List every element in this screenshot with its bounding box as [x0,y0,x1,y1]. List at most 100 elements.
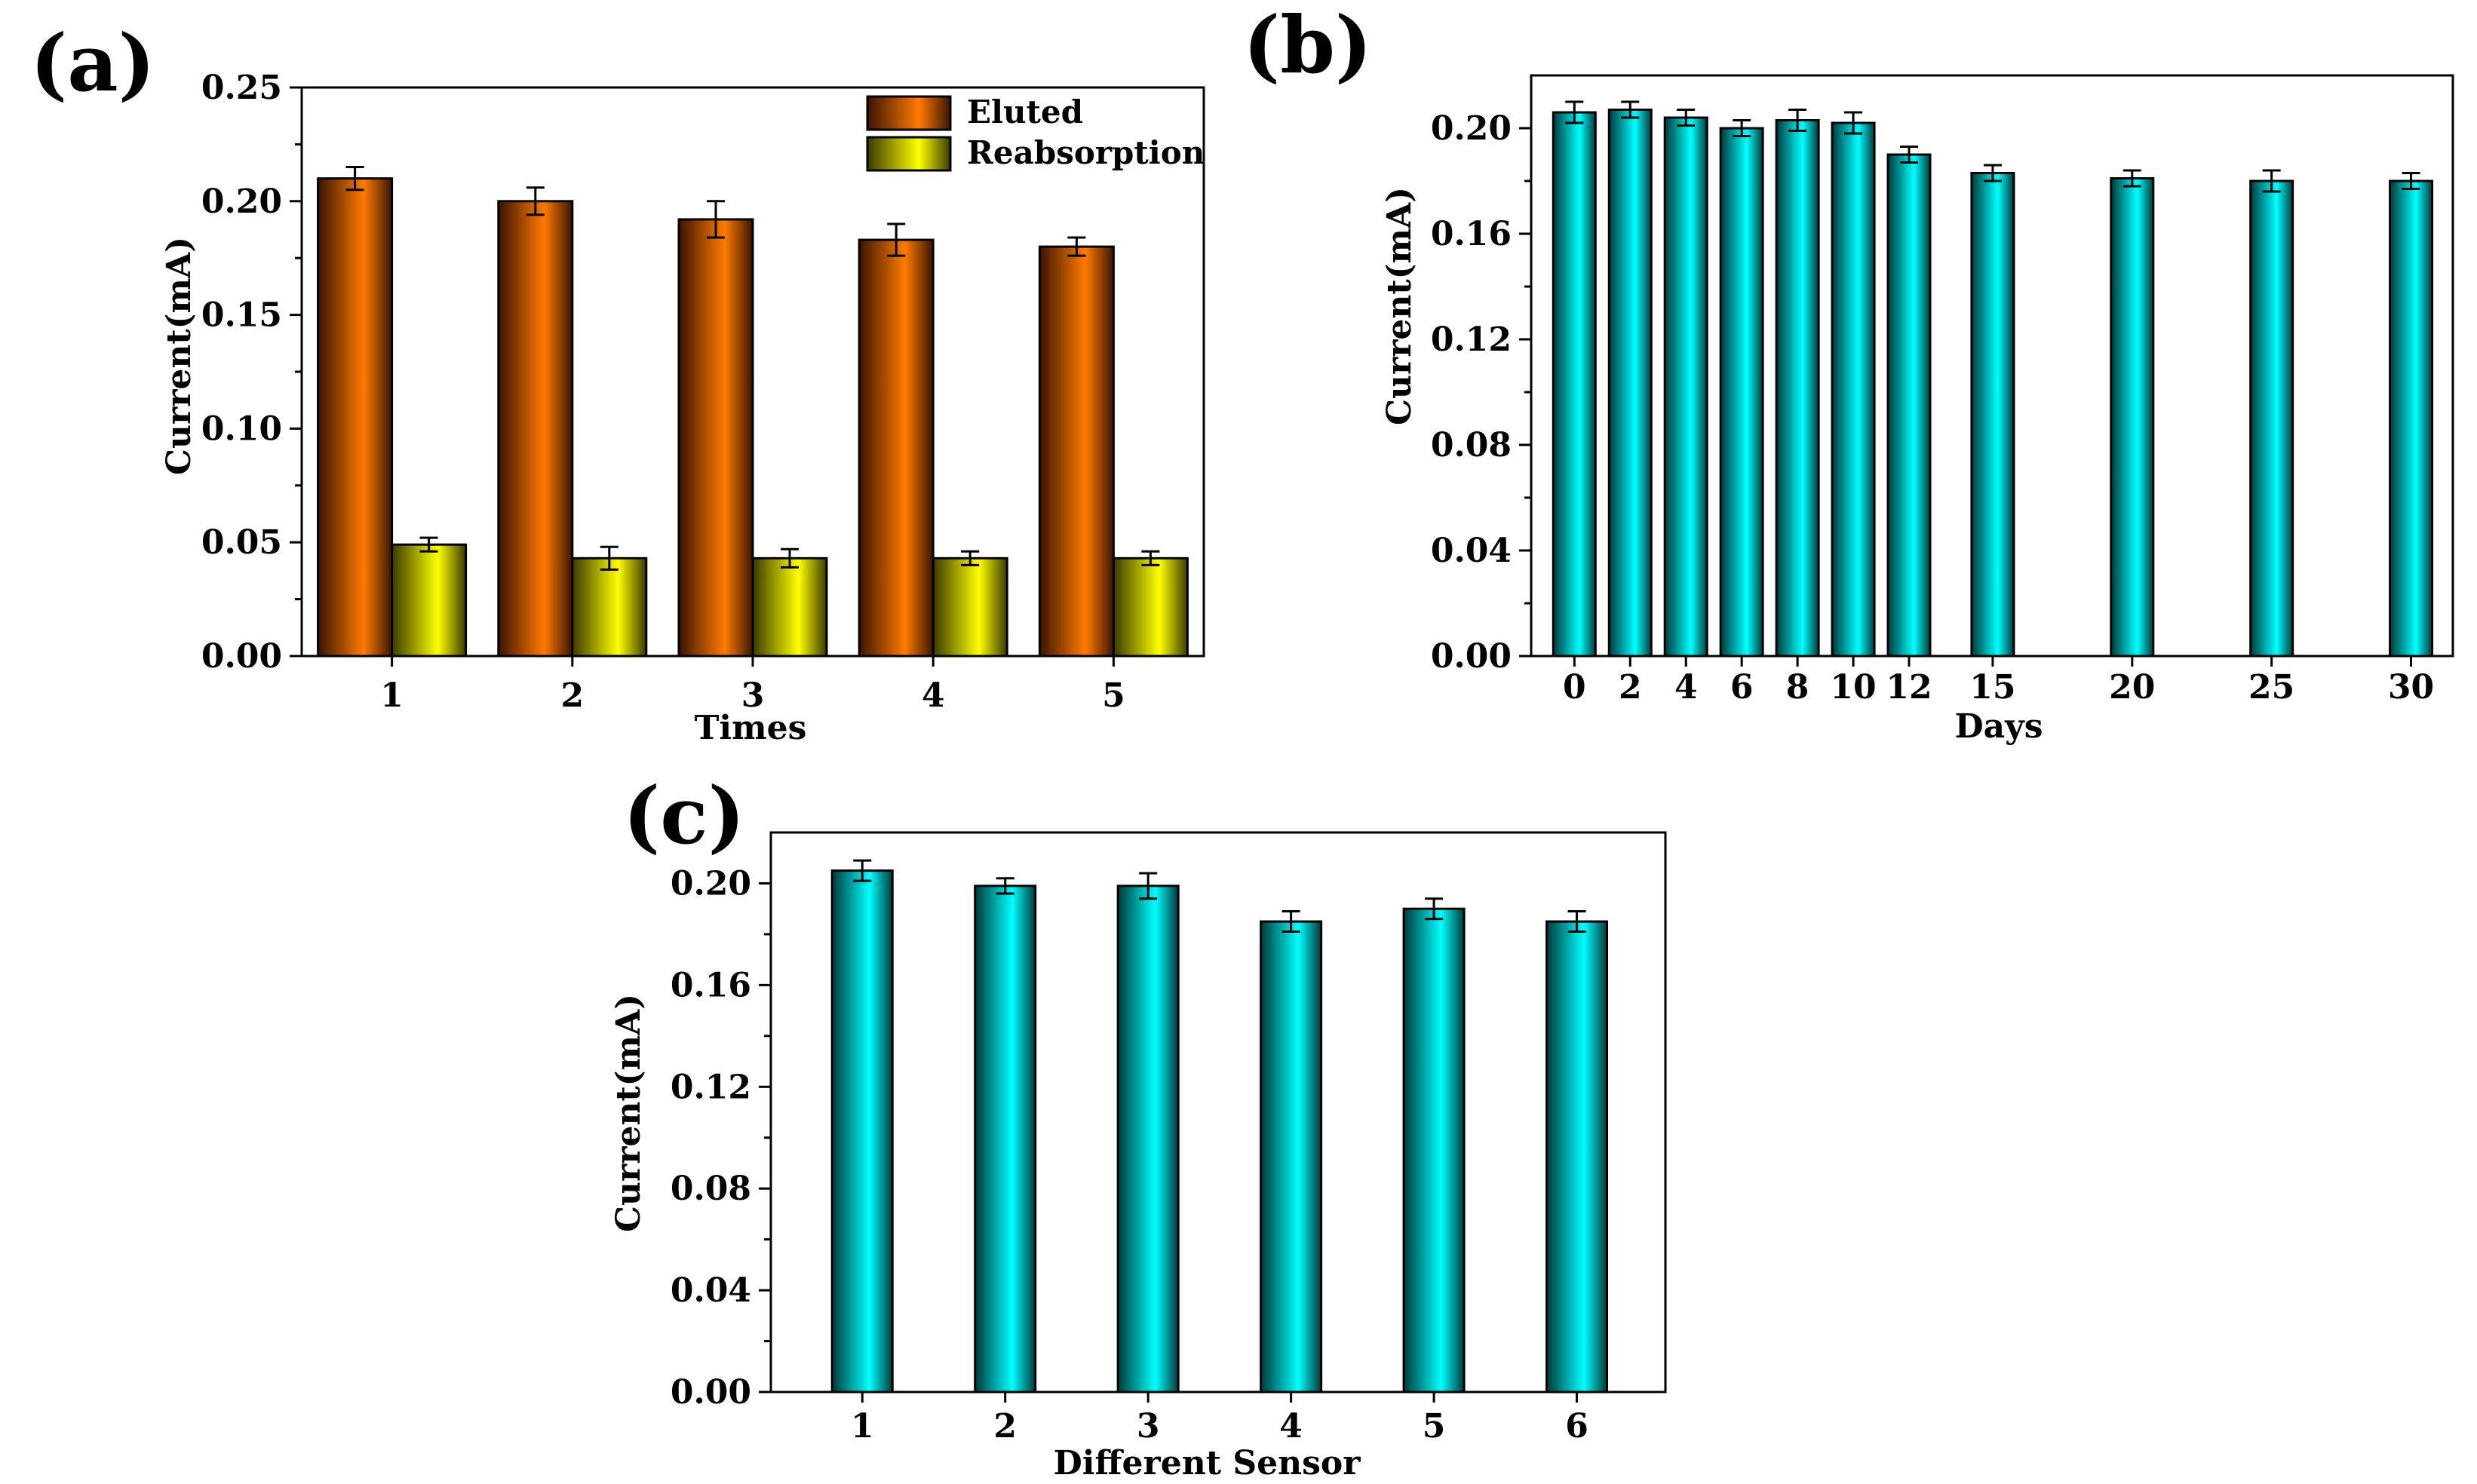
y-axis-title-b: Current(mA) [1380,187,1419,425]
bar-current [1970,172,2015,658]
x-tick-label: 6 [1565,1407,1588,1446]
bar-current [1545,920,1609,1394]
x-tick-label: 5 [1102,676,1125,715]
y-tick-label: 0.04 [1431,532,1512,570]
legend-a: Eluted Reabsorption [866,94,1205,172]
error-bar [1983,164,2002,182]
x-tick-label: 4 [922,676,945,715]
x-tick-label: 10 [1830,668,1876,707]
bar-current [1831,121,1876,658]
y-tick-label: 0.16 [1431,215,1512,253]
bar-current [2249,179,2294,658]
bar-current [1552,111,1597,658]
bar-eluted [497,200,574,658]
y-tick-label: 0.04 [671,1271,751,1310]
y-tick-label: 0.25 [201,69,282,107]
error-bar [707,200,725,239]
panel-label-c: (c) [623,769,745,862]
error-bar [600,545,618,571]
x-tick-label: 3 [1137,1407,1160,1446]
x-tick-label: 25 [2248,668,2294,707]
error-bar [2122,169,2141,188]
bar-eluted [317,177,394,658]
error-bar [345,166,364,192]
plot-area-a: 0.00 0.05 0.10 0.15 0.20 0.25 1 2 3 4 5 [201,69,1189,715]
y-tick-label: 0.00 [671,1373,751,1412]
y-tick-label: 0.12 [671,1068,751,1106]
y-axis-title-c: Current(mA) [609,994,648,1232]
bar-reabsorption [1112,556,1189,658]
bar-current [1116,885,1180,1394]
x-axis-title-a: Times [695,709,807,747]
plot-area-b: 0.00 0.04 0.08 0.12 0.16 0.20 0 2 4 6 8 10 12 15 20 25 3… [1431,100,2434,707]
bar-current [830,869,894,1394]
legend-label-reabsorption: Reabsorption [967,134,1205,171]
x-tick-label: 30 [2388,668,2434,707]
error-bar [2262,169,2281,193]
error-bar [1733,119,1751,137]
y-tick-label: 0.20 [201,182,282,221]
bar-current [1607,109,1653,658]
y-tick-label: 0.16 [671,966,751,1004]
error-bar [996,877,1014,895]
chart-c: (c) Current(mA) Different Sensor 0.000.0… [609,769,1667,1482]
y-tick-label: 0.08 [671,1170,751,1208]
error-bar [961,550,980,566]
bar-reabsorption [571,556,648,658]
bar-current [1663,116,1708,658]
x-axis-title-b: Days [1954,707,2043,746]
plot-frame-b [1530,74,2454,658]
bar-current [2389,179,2434,658]
x-tick-label: 6 [1730,668,1754,707]
bar-eluted [1038,245,1115,658]
x-tick-label: 20 [2109,668,2155,707]
y-tick-label: 0.10 [201,409,282,448]
plot-frame-c [769,831,1667,1394]
x-tick-label: 4 [1279,1407,1303,1446]
x-tick-label: 1 [380,676,404,715]
error-bar [1567,910,1586,934]
x-tick-label: 2 [993,1407,1017,1446]
error-bar [1900,146,1918,164]
error-bar [1844,111,1863,135]
bar-current [1260,920,1323,1394]
x-tick-label: 2 [1619,668,1642,707]
x-tick-label: 5 [1423,1407,1446,1446]
legend-swatch-eluted [866,95,952,131]
x-tick-label: 15 [1969,668,2015,707]
error-bar [1067,236,1086,257]
plot-area-c: 0.00 0.04 0.08 0.12 0.16 0.20 1 2 3 4 5 6 [671,859,1609,1446]
plot-frame-a [300,86,1205,658]
x-tick-label: 1 [851,1407,874,1446]
x-tick-label: 3 [741,676,765,715]
y-tick-label: 0.00 [1431,637,1512,676]
x-axis-title-c: Different Sensor [1054,1444,1361,1482]
panel-label-b: (b) [1243,0,1372,91]
error-bar [1788,109,1807,132]
y-tick-label: 0.20 [1431,109,1512,148]
error-bar [526,186,545,216]
chart-b: (b) Current(mA) Days 0.00 0.04 0.08 0.12 0.1… [1243,0,2454,746]
y-axis-title-a: Current(mA) [160,237,198,475]
error-bar [853,859,872,882]
x-tick-label: 12 [1886,668,1932,707]
bar-current [2110,177,2155,658]
error-bar [2402,172,2420,190]
y-tick-label: 0.00 [201,637,282,676]
y-tick-label: 0.08 [1431,426,1512,465]
error-bar [1139,872,1158,900]
error-bar [1141,550,1160,566]
bar-current [1886,153,1932,658]
x-tick-label: 2 [560,676,584,715]
x-tick-label: 0 [1563,668,1586,707]
y-tick-label: 0.20 [671,864,751,903]
y-tick-label: 0.15 [201,296,282,335]
bar-eluted [858,238,935,658]
y-tick-label: 0.12 [1431,320,1512,359]
error-bar [1621,100,1640,119]
error-bar [887,222,906,257]
bar-current [1402,907,1466,1394]
x-tick-label: 8 [1786,668,1809,707]
bar-current [1719,127,1764,658]
legend-swatch-reabsorption [866,136,952,172]
